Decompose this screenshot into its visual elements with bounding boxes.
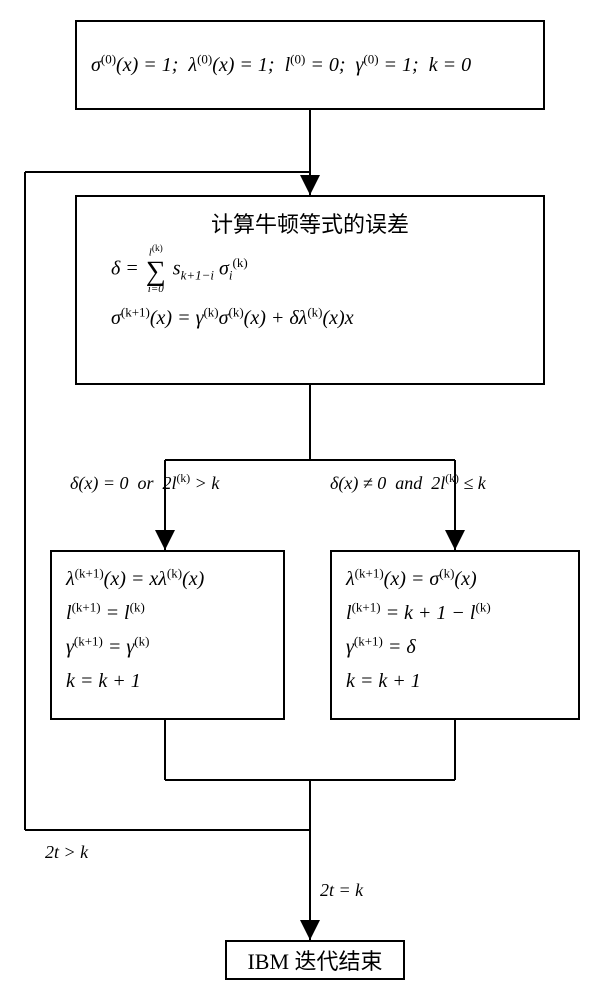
left-line2: l(k+1) = l(k): [66, 596, 269, 630]
node-right-branch: λ(k+1)(x) = σ(k)(x) l(k+1) = k + 1 − l(k…: [330, 550, 580, 720]
loop-cont-label: 2t > k: [45, 842, 88, 863]
init-equation: σ(0)(x) = 1; λ(0)(x) = 1; l(0) = 0; γ(0)…: [91, 48, 471, 82]
compute-eq2: σ(k+1)(x) = γ(k)σ(k)(x) + δλ(k)(x)x: [111, 301, 529, 335]
compute-title: 计算牛顿等式的误差: [91, 207, 529, 239]
cond-right-label: δ(x) ≠ 0 and 2l(k) ≤ k: [330, 472, 486, 494]
node-end: IBM 迭代结束: [225, 940, 405, 980]
flowchart-canvas: σ(0)(x) = 1; λ(0)(x) = 1; l(0) = 0; γ(0)…: [20, 20, 591, 980]
node-compute: 计算牛顿等式的误差 δ = l(k) ∑ i=0 sk+1−i σi(k) σ(…: [75, 195, 545, 385]
edges-svg: [20, 20, 591, 980]
left-line4: k = k + 1: [66, 664, 269, 698]
right-line1: λ(k+1)(x) = σ(k)(x): [346, 562, 564, 596]
right-line3: γ(k+1) = δ: [346, 630, 564, 664]
node-left-branch: λ(k+1)(x) = xλ(k)(x) l(k+1) = l(k) γ(k+1…: [50, 550, 285, 720]
compute-eq1: δ = l(k) ∑ i=0 sk+1−i σi(k): [111, 245, 529, 295]
right-line4: k = k + 1: [346, 664, 564, 698]
left-line3: γ(k+1) = γ(k): [66, 630, 269, 664]
node-init: σ(0)(x) = 1; λ(0)(x) = 1; l(0) = 0; γ(0)…: [75, 20, 545, 110]
cond-left-label: δ(x) = 0 or 2l(k) > k: [70, 472, 219, 494]
left-line1: λ(k+1)(x) = xλ(k)(x): [66, 562, 269, 596]
end-text: IBM 迭代结束: [247, 944, 382, 976]
loop-end-label: 2t = k: [320, 880, 363, 901]
right-line2: l(k+1) = k + 1 − l(k): [346, 596, 564, 630]
